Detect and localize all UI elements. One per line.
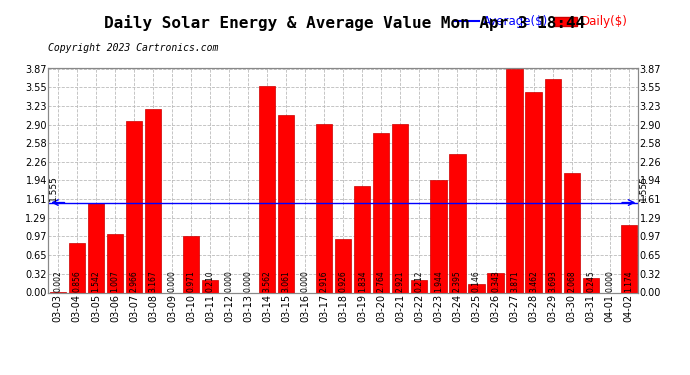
Bar: [69, 243, 85, 292]
Text: 0.000: 0.000: [168, 270, 177, 292]
Text: 1.542: 1.542: [91, 271, 100, 292]
Text: 1.834: 1.834: [358, 271, 367, 292]
Text: 0.210: 0.210: [206, 271, 215, 292]
Bar: [506, 69, 522, 292]
Text: 0.000: 0.000: [605, 270, 614, 292]
Bar: [373, 133, 389, 292]
Text: 1.555: 1.555: [49, 175, 58, 201]
Text: 1.944: 1.944: [434, 270, 443, 292]
Text: 2.966: 2.966: [130, 270, 139, 292]
Text: 3.462: 3.462: [529, 270, 538, 292]
Text: 0.000: 0.000: [301, 270, 310, 292]
Bar: [393, 123, 408, 292]
Text: 0.926: 0.926: [339, 270, 348, 292]
Text: 2.395: 2.395: [453, 270, 462, 292]
Bar: [335, 239, 351, 292]
Text: 0.002: 0.002: [53, 270, 62, 292]
Bar: [431, 180, 446, 292]
Text: 3.167: 3.167: [148, 270, 157, 292]
Bar: [544, 79, 561, 292]
Bar: [202, 280, 218, 292]
Bar: [145, 110, 161, 292]
Text: 3.061: 3.061: [282, 270, 290, 292]
Bar: [316, 124, 333, 292]
Text: 2.916: 2.916: [319, 271, 328, 292]
Text: 0.343: 0.343: [491, 270, 500, 292]
Bar: [449, 154, 466, 292]
Text: 2.921: 2.921: [396, 271, 405, 292]
Text: 1.555: 1.555: [639, 175, 648, 201]
Bar: [487, 273, 504, 292]
Legend: Average($), Daily($): Average($), Daily($): [451, 10, 632, 33]
Text: 2.068: 2.068: [567, 271, 576, 292]
Text: 3.871: 3.871: [510, 271, 519, 292]
Text: 0.971: 0.971: [186, 270, 195, 292]
Text: 2.764: 2.764: [377, 270, 386, 292]
Bar: [469, 284, 484, 292]
Bar: [582, 278, 599, 292]
Bar: [126, 121, 142, 292]
Text: 1.007: 1.007: [110, 270, 119, 292]
Text: 0.212: 0.212: [415, 271, 424, 292]
Text: 0.856: 0.856: [72, 270, 81, 292]
Text: 0.146: 0.146: [472, 270, 481, 292]
Bar: [278, 116, 294, 292]
Bar: [183, 236, 199, 292]
Bar: [354, 186, 371, 292]
Text: Daily Solar Energy & Average Value Mon Apr 3 18:44: Daily Solar Energy & Average Value Mon A…: [104, 15, 586, 31]
Bar: [411, 280, 428, 292]
Text: 1.174: 1.174: [624, 271, 633, 292]
Bar: [88, 203, 104, 292]
Bar: [259, 87, 275, 292]
Bar: [620, 225, 637, 292]
Text: 0.000: 0.000: [244, 270, 253, 292]
Bar: [107, 234, 123, 292]
Text: 0.245: 0.245: [586, 270, 595, 292]
Bar: [526, 92, 542, 292]
Text: 3.562: 3.562: [263, 270, 272, 292]
Bar: [564, 173, 580, 292]
Text: 3.693: 3.693: [548, 270, 557, 292]
Text: 0.000: 0.000: [224, 270, 234, 292]
Text: Copyright 2023 Cartronics.com: Copyright 2023 Cartronics.com: [48, 43, 219, 53]
